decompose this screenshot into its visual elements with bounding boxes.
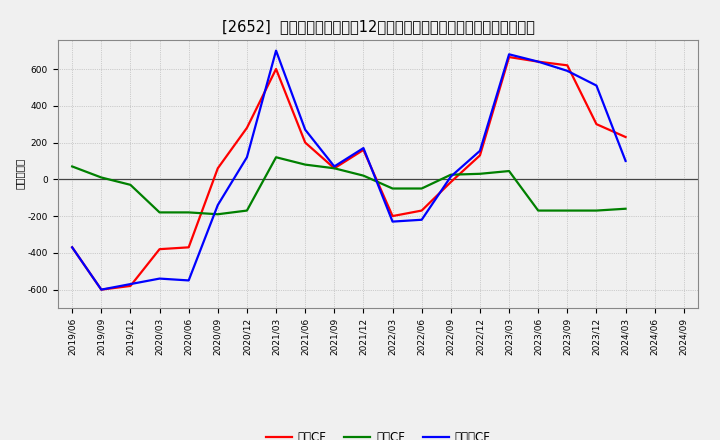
- 投資CF: [213, 212, 222, 217]
- フリーCF: [418, 217, 426, 222]
- 営業CF: [505, 55, 513, 60]
- フリーCF: [476, 148, 485, 154]
- 投資CF: [271, 154, 280, 160]
- フリーCF: [126, 282, 135, 287]
- 営業CF: [213, 165, 222, 171]
- Line: 営業CF: 営業CF: [72, 57, 626, 290]
- フリーCF: [68, 245, 76, 250]
- フリーCF: [505, 51, 513, 57]
- 営業CF: [184, 245, 193, 250]
- 営業CF: [418, 208, 426, 213]
- フリーCF: [213, 202, 222, 208]
- 営業CF: [359, 147, 368, 153]
- フリーCF: [243, 154, 251, 160]
- 営業CF: [156, 246, 164, 252]
- 営業CF: [271, 66, 280, 72]
- フリーCF: [446, 174, 455, 179]
- 営業CF: [534, 59, 543, 64]
- フリーCF: [592, 83, 600, 88]
- 営業CF: [301, 140, 310, 145]
- フリーCF: [621, 158, 630, 164]
- 投資CF: [563, 208, 572, 213]
- Line: フリーCF: フリーCF: [72, 51, 626, 290]
- Title: [2652]  キャッシュフローの12か月移動合計の対前年同期増減額の推移: [2652] キャッシュフローの12か月移動合計の対前年同期増減額の推移: [222, 19, 534, 34]
- フリーCF: [359, 146, 368, 151]
- フリーCF: [271, 48, 280, 53]
- 投資CF: [126, 182, 135, 187]
- 投資CF: [156, 210, 164, 215]
- 営業CF: [388, 213, 397, 219]
- 営業CF: [621, 134, 630, 139]
- 投資CF: [388, 186, 397, 191]
- 営業CF: [68, 245, 76, 250]
- 投資CF: [359, 173, 368, 178]
- 投資CF: [476, 171, 485, 176]
- 営業CF: [243, 125, 251, 131]
- 投資CF: [418, 186, 426, 191]
- 投資CF: [243, 208, 251, 213]
- 営業CF: [446, 180, 455, 185]
- Line: 投資CF: 投資CF: [72, 157, 626, 214]
- フリーCF: [156, 276, 164, 281]
- 投資CF: [505, 169, 513, 174]
- フリーCF: [97, 287, 106, 292]
- フリーCF: [184, 278, 193, 283]
- 投資CF: [330, 165, 338, 171]
- 営業CF: [563, 62, 572, 68]
- 投資CF: [97, 175, 106, 180]
- Y-axis label: （百万円）: （百万円）: [14, 158, 24, 190]
- フリーCF: [301, 127, 310, 132]
- 投資CF: [301, 162, 310, 167]
- 営業CF: [592, 121, 600, 127]
- 投資CF: [621, 206, 630, 211]
- 投資CF: [446, 172, 455, 177]
- 投資CF: [68, 164, 76, 169]
- 営業CF: [126, 283, 135, 289]
- 投資CF: [184, 210, 193, 215]
- フリーCF: [563, 68, 572, 73]
- フリーCF: [388, 219, 397, 224]
- フリーCF: [330, 164, 338, 169]
- 営業CF: [330, 165, 338, 171]
- 営業CF: [476, 153, 485, 158]
- 投資CF: [534, 208, 543, 213]
- 営業CF: [97, 287, 106, 292]
- 投資CF: [592, 208, 600, 213]
- Legend: 営業CF, 投資CF, フリーCF: 営業CF, 投資CF, フリーCF: [261, 427, 495, 440]
- フリーCF: [534, 59, 543, 64]
